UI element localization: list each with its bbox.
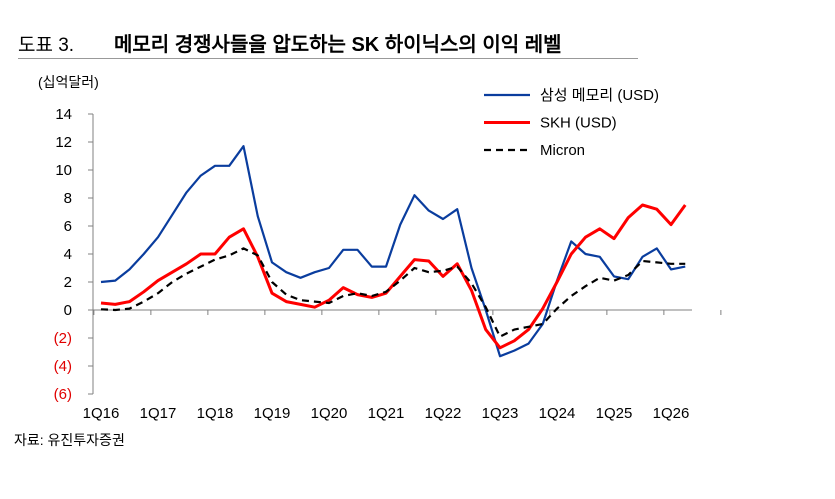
x-tick-label: 1Q24 xyxy=(539,405,576,422)
y-tick-label: 10 xyxy=(55,162,72,179)
series-line-1 xyxy=(100,203,687,350)
y-tick-label: 0 xyxy=(64,302,72,319)
x-tick-label: 1Q23 xyxy=(482,405,519,422)
y-tick-label: (2) xyxy=(54,330,72,347)
x-tick-label: 1Q19 xyxy=(254,405,291,422)
x-tick-label: 1Q17 xyxy=(140,405,177,422)
figure-title-text: 메모리 경쟁사들을 압도하는 SK 하이닉스의 이익 레벨 xyxy=(114,34,562,56)
x-tick-label: 1Q16 xyxy=(83,405,120,422)
y-tick-label: (6) xyxy=(54,386,72,403)
x-tick-label: 1Q26 xyxy=(653,405,690,422)
x-tick-label: 1Q18 xyxy=(197,405,234,422)
x-tick-label: 1Q20 xyxy=(311,405,348,422)
y-axis-unit-label: (십억달러) xyxy=(38,74,99,90)
series-line-2 xyxy=(100,247,686,338)
title-divider xyxy=(18,58,638,59)
legend-label: Micron xyxy=(540,142,585,159)
y-tick-label: 2 xyxy=(64,274,72,291)
x-tick-label: 1Q21 xyxy=(368,405,405,422)
source-note: 자료: 유진투자증권 xyxy=(14,432,125,448)
y-tick-label: 14 xyxy=(55,106,72,123)
y-tick-label: 8 xyxy=(64,190,72,207)
y-tick-label: 12 xyxy=(55,134,72,151)
x-tick-label: 1Q25 xyxy=(596,405,633,422)
y-tick-label: (4) xyxy=(54,358,72,375)
legend-label: 삼성 메모리 (USD) xyxy=(540,87,659,104)
legend-label: SKH (USD) xyxy=(540,115,617,132)
y-tick-label: 4 xyxy=(64,246,72,263)
series-line-0 xyxy=(100,145,686,358)
y-tick-label: 6 xyxy=(64,218,72,235)
figure-number: 도표 3. xyxy=(18,35,75,56)
x-tick-label: 1Q22 xyxy=(425,405,462,422)
